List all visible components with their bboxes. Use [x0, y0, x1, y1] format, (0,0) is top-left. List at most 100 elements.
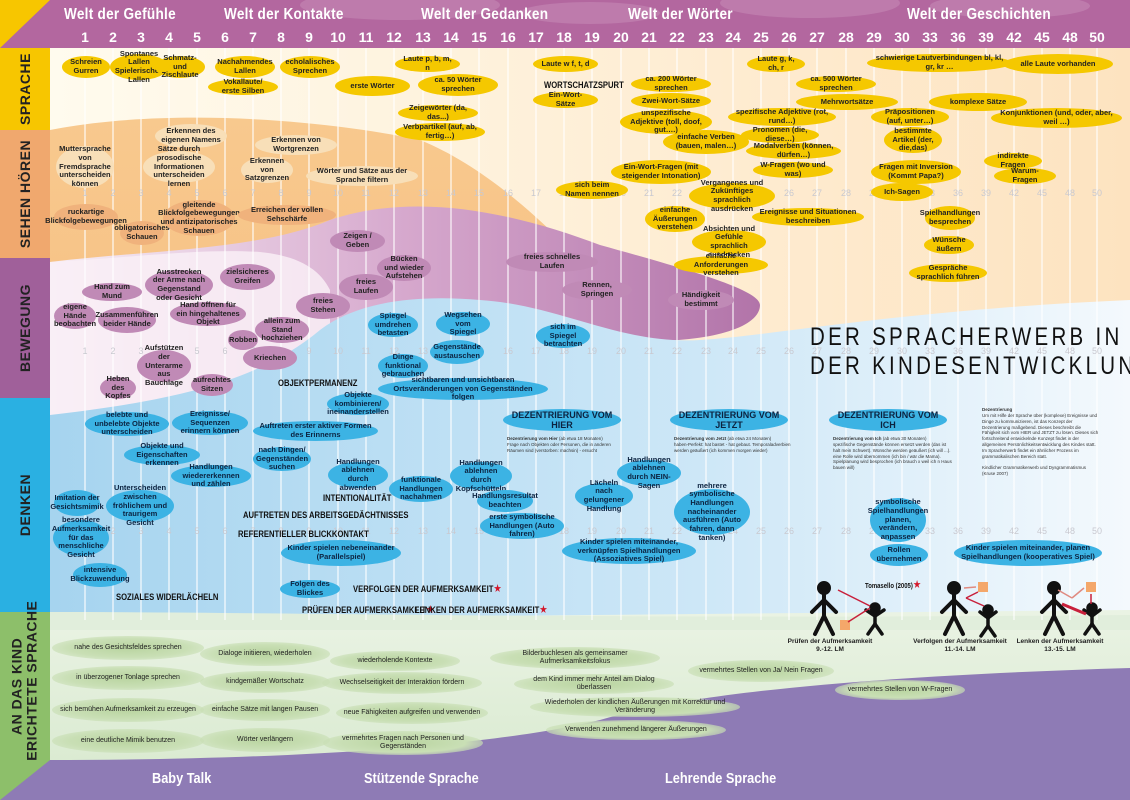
month-label: 42 [1006, 29, 1022, 45]
adult-figure-icon [1040, 581, 1068, 636]
world-label: Welt der Gefühle [64, 6, 176, 23]
month-label: 5 [193, 29, 201, 45]
inner-month-number: 18 [558, 526, 569, 536]
milestone-bubble: W-Fragen (wo und was) [753, 161, 833, 178]
milestone-bubble: schwierige Lautverbindungen bl, kl, gr, … [867, 54, 1012, 72]
footer-baby-talk: Baby Talk [152, 770, 212, 787]
milestone-bubble: Objekte und Eigenschaften erkennen [124, 441, 200, 467]
milestone-bubble: Handlungen ablehnen durch abwenden [328, 457, 388, 491]
milestone-bubble: sich bemühen Aufmerksamkeit zu erzeugen [52, 698, 204, 722]
milestone-bubble: Händigkeit bestimmt [668, 290, 734, 310]
milestone-bubble: Folgen des Blickes [280, 580, 340, 598]
milestone-bubble: bestimmte Artikel (der, die,das) [884, 126, 942, 153]
inner-month-number: 15 [473, 526, 484, 536]
milestone-bubble: Hand zum Mund [82, 283, 142, 301]
milestone-bubble: Erkennen von Satzgrenzen [241, 156, 293, 183]
milestone-bubble: Vergangenes und Zukünftiges sprachlich a… [689, 178, 775, 212]
milestone-bubble: Ausstrecken der Arme nach Gegenstand ode… [145, 267, 213, 301]
inner-month-number: 19 [586, 346, 597, 356]
milestone-bubble: Verbpartikel (auf, ab, fertig…) [395, 123, 485, 141]
milestone-bubble: mehrere symbolische Handlungen nacheinan… [674, 481, 750, 541]
lenken-text: LENKEN DER AUFMERKSAMKEIT [415, 605, 540, 615]
dezentrierung-heading: DEZENTRIERUNG VOM HIER [503, 409, 621, 431]
milestone-bubble: sichtbaren und unsichtbaren Ortsveränder… [378, 375, 548, 401]
inner-month-number: 28 [840, 188, 851, 198]
pruefen-text: PRÜFEN DER AUFMERKSAMKEIT [302, 605, 427, 615]
sidebar-label-bewegung: BEWEGUNG [17, 284, 33, 372]
inner-month-number: 21 [643, 346, 654, 356]
inner-month-number: 26 [783, 526, 794, 536]
milestone-bubble: Kinder spielen nebeneinander (Parallelsp… [281, 540, 401, 566]
month-label: 26 [781, 29, 797, 45]
inner-month-number: 2 [110, 346, 116, 356]
milestone-bubble: eine deutliche Mimik benutzen [52, 729, 204, 753]
milestone-bubble: intensive Blickzuwendung [70, 563, 130, 587]
sidebar-label-gerichtete-sprache: GERICHTETE SPRACHE [24, 600, 41, 772]
milestone-bubble: belebte und unbelebte Objekte unterschei… [85, 410, 169, 436]
milestone-bubble: Wegsehen vom Spiegel [436, 310, 490, 336]
soziales-laecheln-label: SOZIALES WIDERLÄCHELN [116, 592, 219, 602]
milestone-bubble: Unterscheiden zwischen fröhlichem und tr… [106, 484, 174, 527]
sidebar-an-das-kind: AN DAS KIND GERICHTETE SPRACHE [0, 600, 50, 772]
milestone-bubble: symbolische Spielhandlungen planen, verä… [867, 497, 929, 542]
footer-lehrende-sprache: Lehrende Sprache [665, 770, 777, 787]
milestone-bubble: Ereignisse/ Sequenzen erinnern können [172, 409, 248, 435]
wortschatzspurt-label: WORTSCHATZSPURT [544, 80, 624, 90]
inner-month-number: 6 [222, 188, 228, 198]
inner-month-number: 13 [417, 346, 428, 356]
milestone-bubble: vermehrtes Fragen nach Personen und Gege… [323, 731, 483, 755]
inner-month-number: 42 [1008, 346, 1019, 356]
milestone-bubble: Verwenden zunehmend längerer Äußerungen [546, 720, 726, 740]
month-label: 45 [1034, 29, 1050, 45]
footer-corner [0, 760, 50, 800]
milestone-bubble: Kriechen [243, 346, 297, 370]
milestone-bubble: Modalverben (können, dürfen…) [746, 142, 841, 159]
month-label: 13 [415, 29, 431, 45]
inner-month-number: 19 [586, 526, 597, 536]
milestone-bubble: einfache Verben (bauen, malen…) [663, 130, 749, 154]
milestone-bubble: einfache Anforderungen verstehen [674, 251, 768, 277]
month-label: 48 [1062, 29, 1078, 45]
inner-month-number: 3 [138, 188, 144, 198]
milestone-bubble: Schmatz- und Zischlaute [155, 53, 205, 79]
tomasello-source: Tomasello (2005)★ [865, 578, 921, 591]
world-label: Welt der Geschichten [907, 6, 1051, 23]
milestone-bubble: Handlungen ablehnen durch NEIN-Sagen [617, 455, 681, 489]
milestone-bubble: ca. 200 Wörter sprechen [631, 75, 711, 92]
inner-month-number: 20 [615, 526, 626, 536]
inner-month-number: 27 [811, 526, 822, 536]
milestone-bubble: Kinder spielen miteinander, verknüpfen S… [562, 537, 696, 564]
milestone-bubble: Laute w f, t, d [533, 56, 598, 72]
month-label: 6 [221, 29, 229, 45]
inner-month-number: 25 [755, 526, 766, 536]
month-label: 1 [81, 29, 89, 45]
milestone-bubble: Wörter verlängern [200, 728, 330, 752]
milestone-bubble: Handlungsresultat beachten [472, 490, 538, 512]
inner-month-number: 22 [671, 188, 682, 198]
inner-month-number: 26 [783, 188, 794, 198]
title-line-1: DER SPRACHERWERB IN [810, 323, 1123, 351]
world-label: Welt der Gedanken [421, 6, 549, 23]
milestone-bubble: vermehrtes Stellen von W-Fragen [835, 680, 965, 700]
inner-month-number: 50 [1091, 346, 1102, 356]
month-label: 3 [137, 29, 145, 45]
milestone-bubble: komplexe Sätze [929, 93, 1027, 111]
inner-month-number: 12 [388, 346, 399, 356]
inner-month-number: 16 [502, 188, 513, 198]
pruefen-label: PRÜFEN DER AUFMERKSAMKEIT★ [302, 603, 435, 616]
milestone-bubble: Objekte kombinieren/ ineinanderstellen [327, 390, 389, 417]
milestone-bubble: Wünsche äußern [924, 236, 974, 254]
milestone-bubble: Bilderbuchlesen als gemeinsamer Aufmerks… [490, 647, 660, 669]
star-icon: ★ [539, 604, 548, 616]
sidebar-label-sehen-hoeren: SEHEN HÖREN [17, 139, 33, 249]
star-icon: ★ [426, 604, 435, 616]
inner-month-number: 15 [473, 188, 484, 198]
dezentrierung-description: Dezentrierung vom Jetzt (ab etwa 24 Mona… [674, 436, 791, 453]
inner-month-number: 30 [896, 346, 907, 356]
inner-month-number: 39 [980, 188, 991, 198]
milestone-bubble: Ereignisse und Situationen beschreiben [752, 208, 864, 226]
inner-month-number: 10 [332, 346, 343, 356]
note-body: Um mit Hilfe der Sprache über (komplexe)… [982, 412, 1099, 459]
inner-month-number: 5 [194, 526, 200, 536]
dezentrierung-heading: DEZENTRIERUNG VOM JETZT [670, 409, 788, 431]
